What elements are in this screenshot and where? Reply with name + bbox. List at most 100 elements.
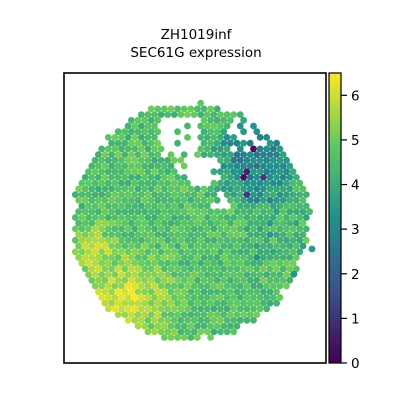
expression-spot [279,162,287,170]
expression-spot [147,105,155,113]
expression-spot [243,225,251,233]
expression-spot [85,191,92,199]
expression-spot [170,168,178,176]
expression-spot [121,265,129,273]
expression-spot [88,276,96,284]
expression-spot [161,174,168,181]
expression-spot [151,282,158,290]
expression-spot [141,242,149,250]
expression-spot [293,208,300,216]
expression-spot [114,311,122,318]
expression-spot [137,236,145,244]
expression-spot [98,236,106,244]
expression-spot [174,196,182,204]
expression-spot [170,225,178,233]
expression-spot [154,265,162,273]
expression-spot [131,271,139,278]
expression-spot [210,122,218,130]
expression-spot [217,236,224,244]
expression-spot [269,271,277,278]
expression-spot [141,151,149,159]
expression-spot [157,179,165,187]
expression-spot [223,168,231,176]
expression-spot [276,271,284,278]
expression-spot [111,294,119,301]
expression-spot [177,305,185,313]
expression-spot [91,191,99,199]
expression-spot [101,162,109,170]
expression-spot [101,242,109,250]
expression-spot [104,179,112,187]
expression-spot [111,134,119,141]
expression-spot [154,116,162,124]
expression-spot [121,276,129,284]
expression-spot [177,191,185,199]
expression-spot [240,151,248,159]
expression-spot [194,265,201,273]
expression-spot [127,185,135,193]
expression-spot [223,111,231,118]
expression-spot [283,191,290,199]
expression-spot [293,196,300,204]
expression-spot [134,208,142,216]
expression-spot [164,282,172,290]
expression-spot [151,328,158,336]
expression-spot [85,214,92,221]
expression-spot [269,294,277,301]
expression-spot [118,305,125,313]
expression-spot [210,271,218,278]
expression-spot [207,208,215,216]
expression-spot [88,162,96,170]
expression-spot [200,299,208,307]
expression-spot [114,139,122,147]
expression-spot [180,105,188,113]
expression-spot [184,271,191,278]
expression-spot [260,219,267,227]
expression-spot [207,265,215,273]
expression-spot [161,288,168,296]
expression-spot [246,242,254,250]
expression-spot [190,248,198,256]
expression-spot [243,191,251,199]
expression-spot [236,191,244,199]
colorbar-tick-label: 3 [351,222,360,238]
expression-spot [167,242,175,250]
expression-spot [184,179,191,187]
expression-spot [124,259,132,267]
expression-spot [263,214,271,221]
expression-spot [197,225,205,233]
expression-spot [269,259,277,267]
expression-spot [157,168,165,176]
expression-spot [118,271,125,278]
expression-spot [190,111,198,118]
expression-spot [121,208,129,216]
expression-spot [207,334,215,341]
expression-spot [233,219,241,227]
expression-spot [273,242,280,250]
expression-spot [200,265,208,273]
expression-spot [220,219,228,227]
expression-spot [197,282,205,290]
expression-spot [180,208,188,216]
expression-spot [85,271,92,278]
expression-spot [184,134,191,141]
expression-spot [250,305,257,313]
expression-spot [127,288,135,296]
expression-spot [240,299,248,307]
expression-spot [246,254,254,261]
expression-spot [187,334,195,341]
expression-spot [256,168,264,176]
expression-spot [184,328,191,336]
expression-spot [167,231,175,239]
expression-spot [134,151,142,159]
expression-spot [81,174,89,181]
expression-spot [81,196,89,204]
expression-spot [200,128,208,136]
expression-spot [203,122,211,130]
expression-spot [190,328,198,336]
expression-spot [121,254,129,261]
expression-spot [213,276,221,284]
expression-spot [151,145,158,153]
expression-spot [207,219,215,227]
expression-spot [210,191,218,199]
